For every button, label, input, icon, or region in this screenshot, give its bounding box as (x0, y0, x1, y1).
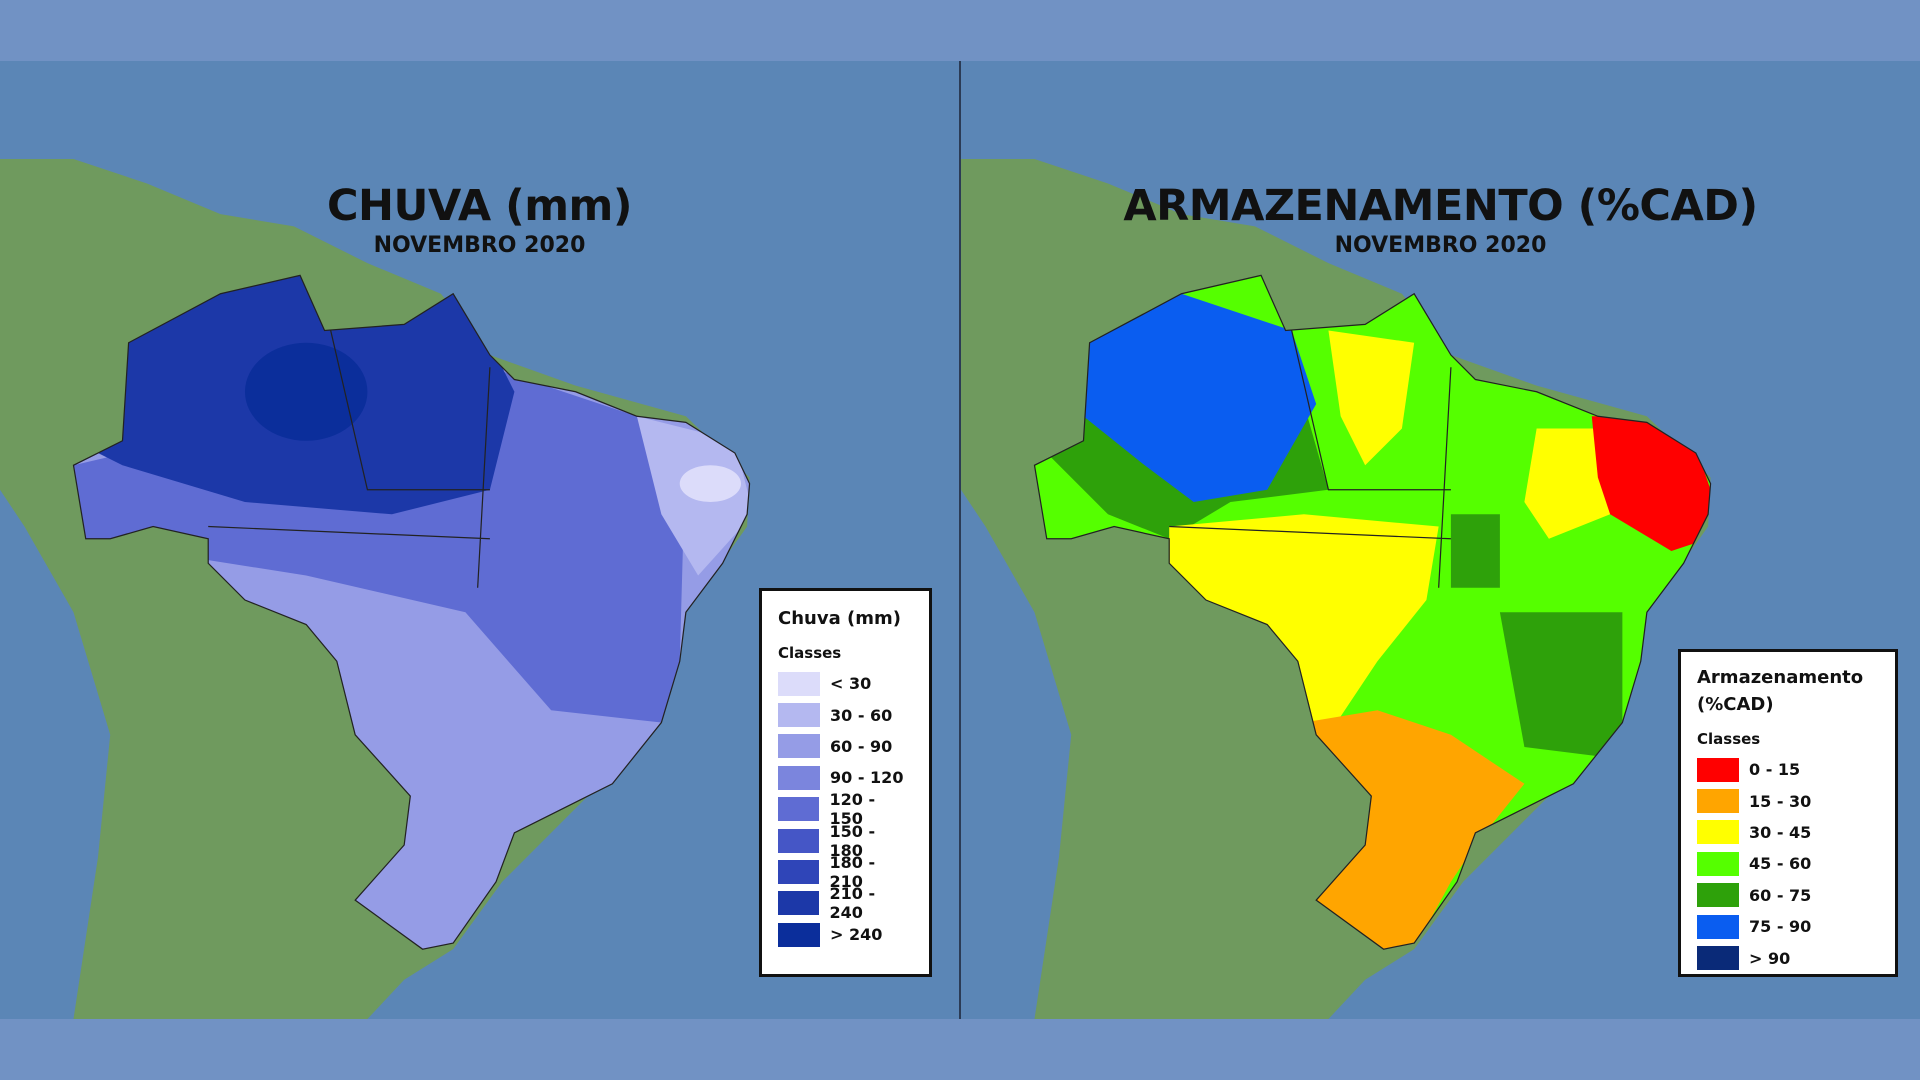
legend-label: > 90 (1749, 948, 1791, 968)
storage-panel: ARMAZENAMENTO (%CAD) NOVEMBRO 2020 (961, 61, 1920, 1019)
legend-swatch (778, 860, 820, 885)
region (244, 342, 368, 441)
legend-classes: Classes (1697, 730, 1761, 748)
legend-item: 0 - 15 (1697, 754, 1879, 785)
legend-label: 150 - 180 (829, 821, 876, 860)
legend-swatch (1697, 914, 1739, 939)
legend-swatch (778, 671, 820, 696)
legend-label: 60 - 75 (1749, 885, 1812, 905)
legend-item: 150 - 180 (778, 822, 913, 860)
rain-map (0, 61, 959, 1019)
legend-item: < 30 (778, 668, 913, 699)
legend-swatch (1697, 883, 1739, 908)
legend: Chuva (mm) Classes < 30 30 - 60 60 - 90 90 - … (759, 588, 932, 977)
legend-label: 45 - 60 (1749, 854, 1812, 874)
legend-swatch (1697, 946, 1739, 971)
legend-swatch (1697, 820, 1739, 845)
title: ARMAZENAMENTO (%CAD) (1123, 181, 1758, 231)
legend-swatch (1697, 851, 1739, 876)
legend-swatch (778, 765, 820, 790)
legend-label: 90 - 120 (830, 768, 904, 788)
legend-classes: Classes (778, 644, 842, 662)
legend-label: < 30 (830, 674, 872, 694)
rain-panel: CHUVA (mm) NOVEMBRO 2020 (0, 61, 959, 1019)
legend-swatch (778, 922, 820, 947)
legend: Armazenamento (%CAD) Classes 0 - 15 15 - 30… (1678, 649, 1898, 977)
legend-swatch (778, 828, 820, 853)
legend-item: 180 - 210 (778, 853, 913, 891)
legend-label: 15 - 30 (1749, 791, 1812, 811)
region (679, 465, 741, 503)
legend-swatch (778, 703, 820, 728)
legend-item: > 240 (778, 919, 913, 950)
title: CHUVA (mm) (327, 181, 633, 231)
legend-item: 30 - 45 (1697, 817, 1879, 848)
legend-item: 60 - 90 (778, 731, 913, 762)
legend-label: 120 - 150 (829, 790, 876, 829)
legend-swatch (1697, 789, 1739, 814)
region (1450, 514, 1623, 760)
legend-title: Armazenamento (%CAD) (1697, 667, 1864, 715)
legend-swatch (778, 734, 820, 759)
legend-item: > 90 (1697, 942, 1879, 973)
borders (72, 274, 751, 950)
legend-swatch (1697, 757, 1739, 782)
legend-label: 30 - 60 (830, 705, 893, 725)
legend-item: 60 - 75 (1697, 880, 1879, 911)
legend-label: > 240 (830, 925, 883, 945)
region (1083, 293, 1317, 503)
legend-label: 30 - 45 (1749, 822, 1812, 842)
subtitle: NOVEMBRO 2020 (1334, 233, 1547, 258)
legend-item: 90 - 120 (778, 762, 913, 793)
region (1169, 330, 1611, 735)
region (1591, 416, 1711, 552)
legend-item: 120 - 150 (778, 790, 913, 828)
storage-map (961, 61, 1920, 1019)
legend-label: 0 - 15 (1749, 760, 1801, 780)
legend-swatch (778, 891, 820, 916)
divider (959, 61, 961, 1019)
legend-label: 60 - 90 (830, 736, 893, 756)
legend-item: 75 - 90 (1697, 911, 1879, 942)
legend-item: 30 - 60 (778, 699, 913, 730)
legend-item: 15 - 30 (1697, 785, 1879, 816)
legend-label: 180 - 210 (829, 853, 876, 892)
region (1303, 710, 1525, 950)
borders (1033, 274, 1712, 950)
legend-title: Chuva (mm) (778, 608, 901, 629)
subtitle: NOVEMBRO 2020 (373, 233, 586, 258)
legend-swatch (778, 797, 820, 822)
legend-item: 45 - 60 (1697, 848, 1879, 879)
legend-label: 210 - 240 (829, 884, 876, 923)
legend-label: 75 - 90 (1749, 917, 1812, 937)
legend-item: 210 - 240 (778, 884, 913, 922)
